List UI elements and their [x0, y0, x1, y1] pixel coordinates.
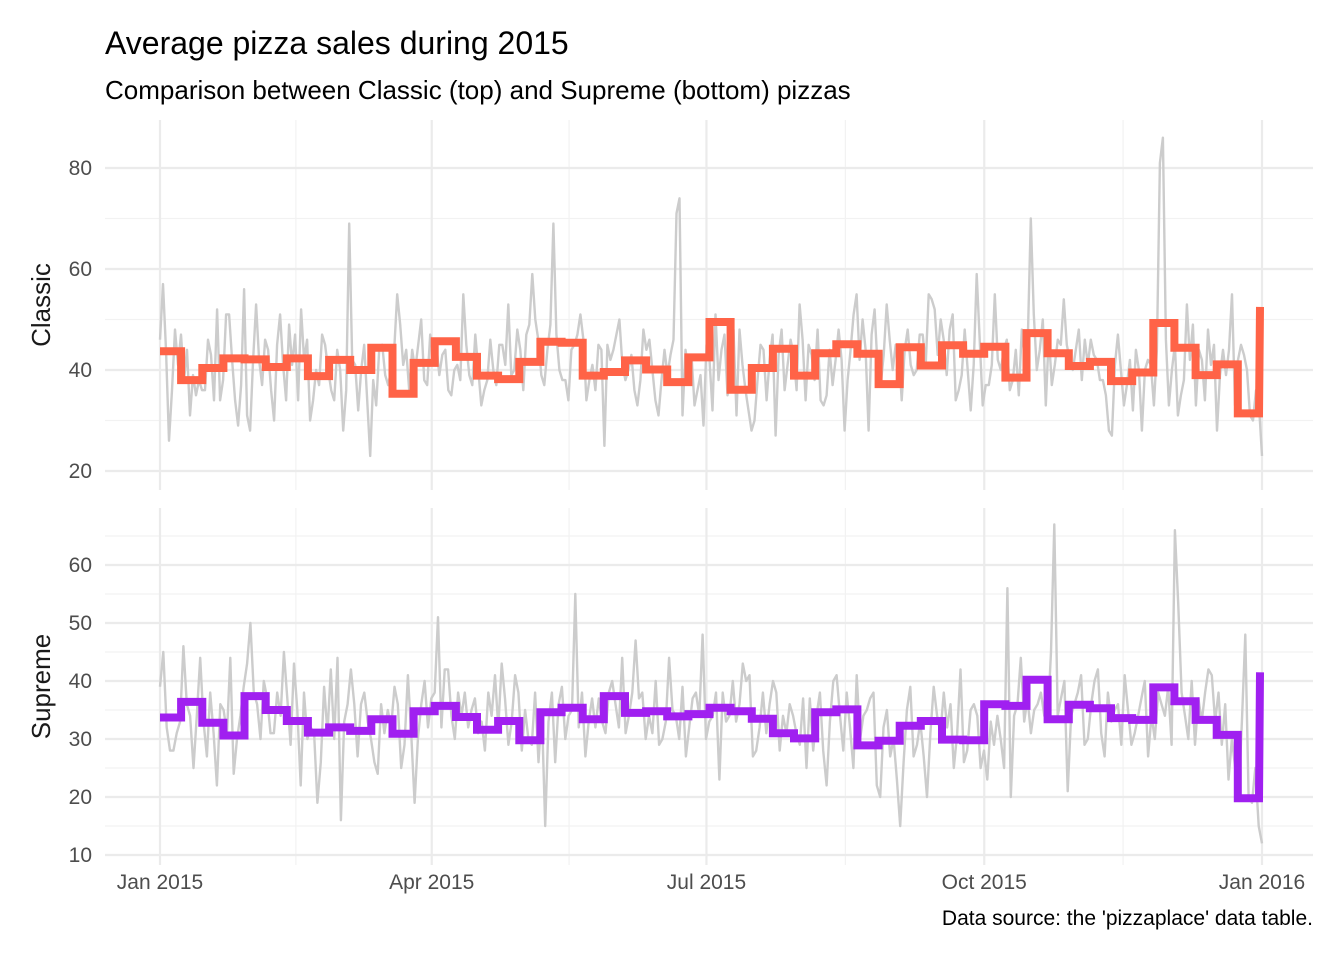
- y-tick-label: 60: [69, 554, 92, 577]
- y-tick-label: 30: [69, 728, 92, 751]
- chart-subtitle: Comparison between Classic (top) and Sup…: [105, 75, 851, 105]
- y-tick-label: 60: [69, 258, 92, 281]
- chart-title: Average pizza sales during 2015: [105, 25, 569, 61]
- x-tick-label: Oct 2015: [942, 871, 1027, 894]
- panel-label: Supreme: [26, 634, 56, 740]
- panel-label: Classic: [26, 263, 56, 347]
- y-tick-label: 10: [69, 844, 92, 867]
- daily-sales-line: [158, 523, 1264, 844]
- daily-sales-line: [158, 136, 1264, 458]
- x-tick-label: Jul 2015: [667, 871, 746, 894]
- x-tick-label: Jan 2015: [117, 871, 203, 894]
- panel-supreme: 10 20 30 40 50 60 Supreme: [26, 508, 1313, 867]
- weekly-average-line: [160, 672, 1264, 803]
- x-axis: Jan 2015 Apr 2015 Jul 2015 Oct 2015 Jan 2016: [117, 871, 1305, 894]
- y-tick-label: 50: [69, 612, 92, 635]
- y-tick-label: 40: [69, 359, 92, 382]
- panel-classic: 20 40 60 80 Classic: [26, 120, 1313, 490]
- y-tick-label: 20: [69, 786, 92, 809]
- y-tick-label: 80: [69, 157, 92, 180]
- x-tick-label: Apr 2015: [389, 871, 474, 894]
- facet-panels: 20 40 60 80 Classic 10 20 30 40 50 60 Supreme: [26, 120, 1313, 867]
- chart-caption: Data source: the 'pizzaplace' data table…: [942, 907, 1313, 930]
- y-tick-label: 40: [69, 670, 92, 693]
- weekly-average-line: [160, 306, 1264, 418]
- y-tick-label: 20: [69, 460, 92, 483]
- x-tick-label: Jan 2016: [1219, 871, 1305, 894]
